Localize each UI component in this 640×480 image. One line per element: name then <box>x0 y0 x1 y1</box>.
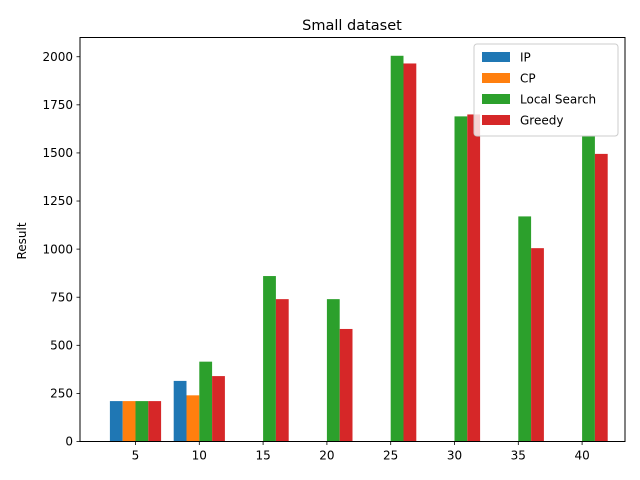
y-tick-label: 750 <box>50 290 73 304</box>
x-tick-label: 5 <box>132 449 140 463</box>
x-tick-label: 35 <box>511 449 526 463</box>
legend: IP CP Local Search Greedy <box>473 43 619 137</box>
bar-cp-5 <box>122 401 136 442</box>
y-tick-label: 1250 <box>42 194 73 208</box>
bar-local-search-15 <box>263 276 276 442</box>
bar-ip-10 <box>173 380 187 442</box>
legend-label-cp: CP <box>520 72 536 86</box>
x-tick-label: 40 <box>574 449 589 463</box>
legend-label-local-search: Local Search <box>520 93 596 107</box>
bar-greedy-35 <box>531 248 544 442</box>
bar-greedy-40 <box>594 153 608 442</box>
x-tick-label: 30 <box>447 449 462 463</box>
x-axis: 5 10 15 20 25 30 35 40 <box>132 441 590 463</box>
y-tick-label: 1500 <box>42 146 73 160</box>
legend-swatch-local-search <box>482 94 510 104</box>
y-tick-label: 500 <box>50 339 73 353</box>
legend-box <box>473 43 619 137</box>
y-tick-label: 0 <box>65 435 73 449</box>
bar-local-search-5 <box>135 401 149 442</box>
legend-swatch-ip <box>482 52 510 62</box>
bar-greedy-5 <box>148 401 162 442</box>
bar-greedy-15 <box>275 299 289 442</box>
legend-label-ip: IP <box>520 51 531 65</box>
bar-greedy-30 <box>467 114 481 442</box>
bar-cp-10 <box>186 395 200 442</box>
bar-local-search-20 <box>326 299 340 442</box>
bar-greedy-10 <box>212 376 225 442</box>
legend-swatch-greedy <box>482 115 510 125</box>
y-tick-label: 1750 <box>42 98 73 112</box>
legend-swatch-cp <box>482 73 510 83</box>
y-axis-title: Result <box>15 222 29 259</box>
y-tick-label: 2000 <box>42 50 73 64</box>
bar-local-search-35 <box>518 216 532 442</box>
bar-ip-5 <box>109 401 123 442</box>
legend-label-greedy: Greedy <box>520 114 563 128</box>
bar-local-search-10 <box>199 361 213 442</box>
x-tick-label: 20 <box>319 449 334 463</box>
chart-title: Small dataset <box>302 18 402 34</box>
bars-group <box>109 55 608 442</box>
plot-frame <box>79 37 626 442</box>
y-axis: 0 250 500 750 1000 1250 1500 1750 2000 <box>42 50 80 449</box>
y-tick-label: 1000 <box>42 242 73 256</box>
x-tick-label: 15 <box>255 449 270 463</box>
x-tick-label: 10 <box>192 449 207 463</box>
bar-greedy-20 <box>339 328 353 442</box>
y-tick-label: 250 <box>50 387 73 401</box>
bar-greedy-25 <box>403 63 417 442</box>
x-tick-label: 25 <box>383 449 398 463</box>
bar-local-search-30 <box>454 116 468 442</box>
bar-local-search-25 <box>390 55 404 442</box>
bar-local-search-40 <box>582 135 595 442</box>
